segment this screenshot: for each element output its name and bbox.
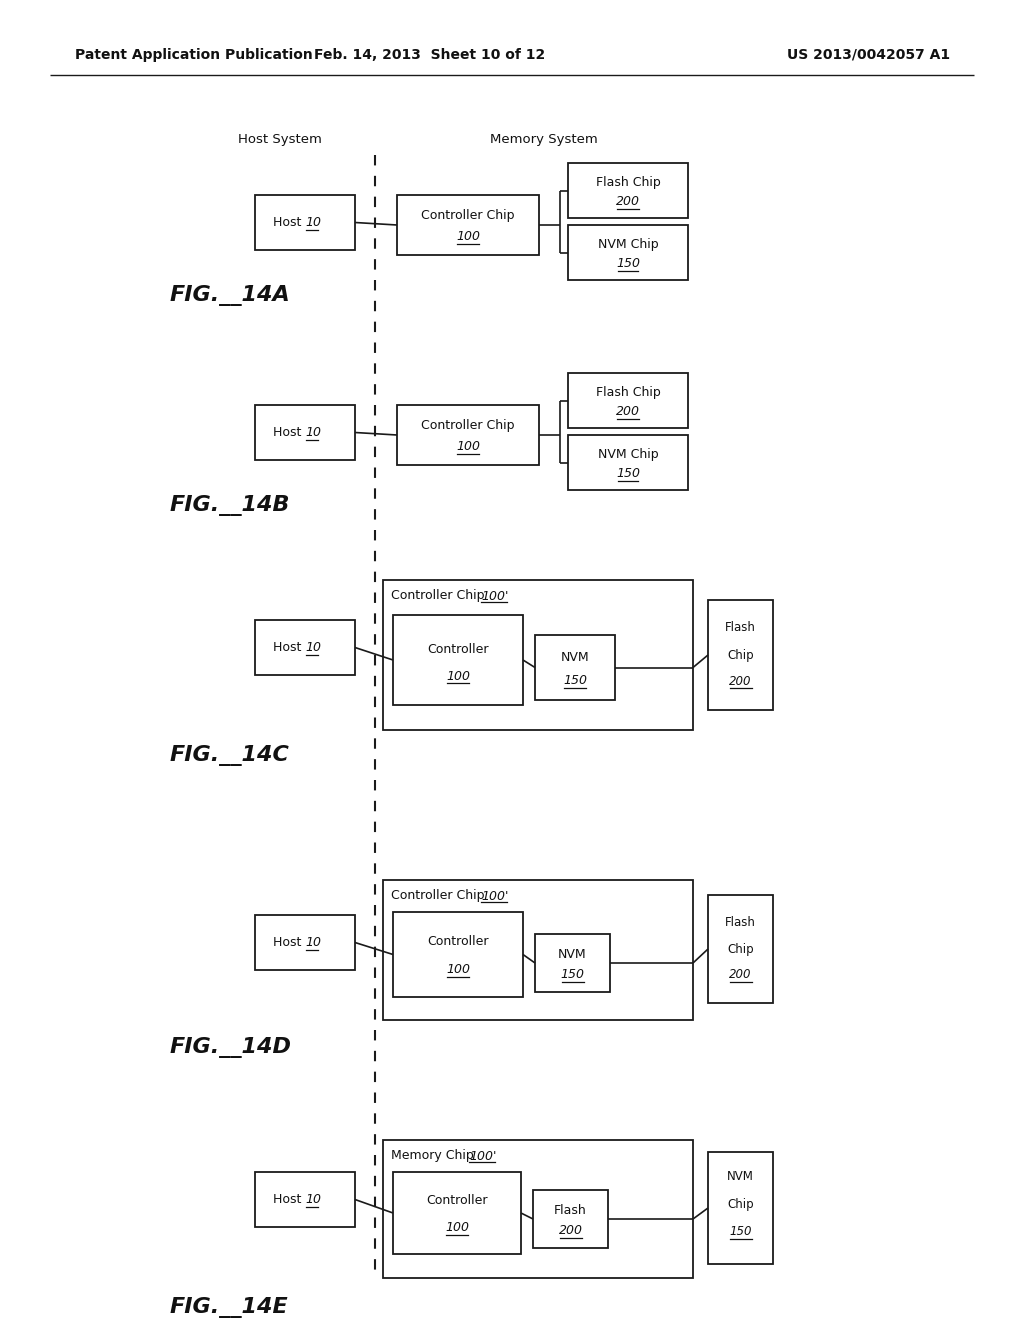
Text: Memory Chip: Memory Chip: [391, 1150, 478, 1163]
Text: Patent Application Publication: Patent Application Publication: [75, 48, 312, 62]
Bar: [534, 1191, 608, 1247]
Text: Flash: Flash: [554, 1204, 587, 1217]
Text: Host: Host: [272, 426, 305, 440]
Text: 10: 10: [305, 216, 321, 228]
Text: 100': 100': [481, 590, 508, 602]
Text: NVM Chip: NVM Chip: [598, 238, 658, 251]
Bar: [568, 162, 688, 218]
Text: Controller Chip: Controller Chip: [391, 590, 488, 602]
Text: Controller: Controller: [427, 643, 488, 656]
Text: 100': 100': [469, 1150, 497, 1163]
Bar: [255, 405, 355, 459]
Bar: [708, 1152, 773, 1265]
Bar: [393, 615, 523, 705]
Text: 10: 10: [305, 642, 321, 653]
Text: 150: 150: [563, 675, 587, 686]
Text: 150: 150: [616, 257, 640, 271]
Text: US 2013/0042057 A1: US 2013/0042057 A1: [786, 48, 950, 62]
Bar: [383, 579, 693, 730]
Bar: [708, 601, 773, 710]
Bar: [568, 374, 688, 428]
Text: Chip: Chip: [727, 1199, 754, 1212]
Text: Host: Host: [272, 216, 305, 228]
Text: 200: 200: [616, 405, 640, 418]
Text: 150: 150: [560, 968, 585, 981]
Text: Host System: Host System: [238, 133, 322, 147]
Bar: [383, 1140, 693, 1278]
Bar: [568, 224, 688, 280]
Bar: [255, 1172, 355, 1228]
Text: 100: 100: [446, 669, 470, 682]
Text: FIG.__14B: FIG.__14B: [170, 495, 291, 516]
Bar: [393, 1172, 521, 1254]
Text: 200: 200: [558, 1224, 583, 1237]
Text: NVM: NVM: [727, 1170, 754, 1183]
Text: Host: Host: [272, 936, 305, 949]
Text: NVM Chip: NVM Chip: [598, 447, 658, 461]
Text: Chip: Chip: [727, 648, 754, 661]
Text: 10: 10: [305, 936, 321, 949]
Text: FIG.__14A: FIG.__14A: [170, 285, 291, 305]
Text: 10: 10: [305, 1193, 321, 1206]
Text: 100: 100: [445, 1221, 469, 1234]
Bar: [255, 620, 355, 675]
Text: Controller: Controller: [426, 1195, 487, 1208]
Text: FIG.__14E: FIG.__14E: [170, 1298, 289, 1319]
Text: NVM: NVM: [561, 651, 590, 664]
Text: Host: Host: [272, 642, 305, 653]
Text: Host: Host: [272, 1193, 305, 1206]
Text: Controller Chip: Controller Chip: [421, 210, 515, 223]
Text: Memory System: Memory System: [490, 133, 598, 147]
Text: Controller: Controller: [427, 936, 488, 948]
Bar: [535, 935, 610, 993]
Text: Chip: Chip: [727, 942, 754, 956]
Bar: [397, 195, 539, 255]
Text: FIG.__14C: FIG.__14C: [170, 744, 290, 766]
Text: Feb. 14, 2013  Sheet 10 of 12: Feb. 14, 2013 Sheet 10 of 12: [314, 48, 546, 62]
Text: 150: 150: [729, 1225, 752, 1238]
Text: 100': 100': [481, 890, 508, 903]
Text: 100: 100: [456, 441, 480, 454]
Bar: [383, 880, 693, 1020]
Bar: [393, 912, 523, 997]
Text: Flash Chip: Flash Chip: [596, 176, 660, 189]
Bar: [255, 915, 355, 970]
Text: Flash Chip: Flash Chip: [596, 385, 660, 399]
Bar: [397, 405, 539, 465]
Text: Flash: Flash: [725, 916, 756, 928]
Text: Flash: Flash: [725, 620, 756, 634]
Text: 150: 150: [616, 467, 640, 480]
Text: 200: 200: [616, 195, 640, 209]
Text: 10: 10: [305, 426, 321, 440]
Bar: [568, 436, 688, 490]
Text: 100: 100: [446, 964, 470, 977]
Text: 200: 200: [729, 969, 752, 982]
Text: 200: 200: [729, 675, 752, 688]
Bar: [255, 195, 355, 249]
Text: 100: 100: [456, 231, 480, 243]
Bar: [535, 635, 615, 700]
Text: Controller Chip: Controller Chip: [421, 420, 515, 433]
Text: NVM: NVM: [558, 948, 587, 961]
Text: FIG.__14D: FIG.__14D: [170, 1038, 292, 1059]
Bar: [708, 895, 773, 1003]
Text: Controller Chip: Controller Chip: [391, 890, 488, 903]
